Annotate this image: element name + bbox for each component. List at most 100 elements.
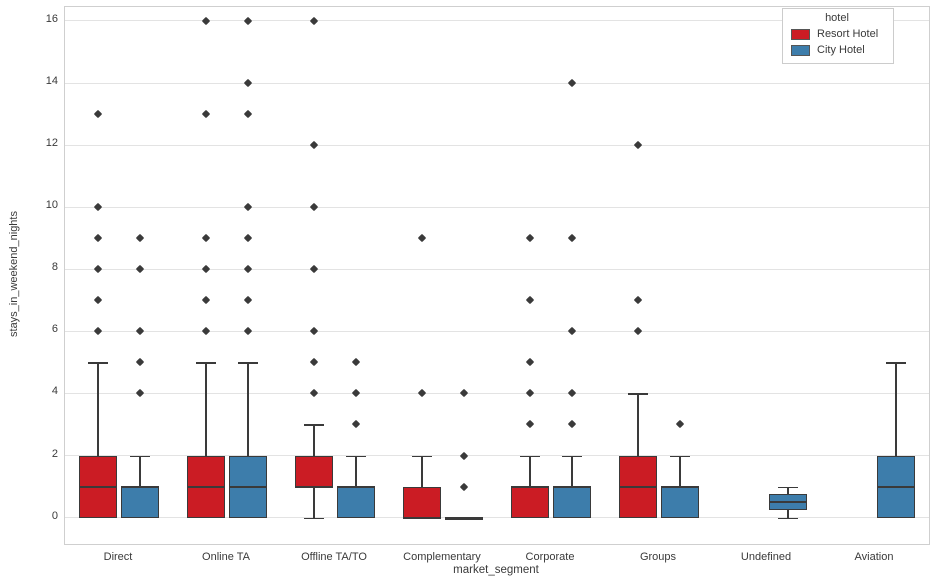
outlier-city-hotel-direct-4	[135, 389, 145, 398]
outlier-city-hotel-online-ta-16	[243, 16, 253, 26]
whisker-upper-city-hotel-aviation	[895, 362, 897, 456]
box-resort-hotel-corporate	[511, 486, 549, 518]
outlier-resort-hotel-offline-ta-to-12	[309, 140, 319, 150]
outlier-resort-hotel-offline-ta-to-16	[309, 16, 319, 26]
whisker-upper-city-hotel-corporate	[571, 455, 573, 487]
legend: hotel Resort Hotel City Hotel	[782, 8, 894, 64]
outlier-resort-hotel-groups-6	[633, 327, 643, 336]
median-city-hotel-direct	[121, 485, 159, 488]
outlier-resort-hotel-online-ta-7	[201, 296, 211, 305]
outlier-city-hotel-complementary-1	[459, 482, 469, 491]
whisker-cap-upper-resort-hotel-groups	[628, 393, 648, 395]
y-tick-label: 6	[51, 323, 58, 336]
whisker-upper-resort-hotel-direct	[97, 362, 99, 456]
x-tick-label: Online TA	[202, 551, 250, 563]
outlier-resort-hotel-online-ta-6	[201, 327, 211, 336]
median-city-hotel-groups	[661, 485, 699, 488]
outlier-resort-hotel-offline-ta-to-8	[309, 265, 319, 274]
y-axis-title: stays_in_weekend_nights	[8, 211, 20, 337]
outlier-city-hotel-online-ta-8	[243, 265, 253, 274]
outlier-resort-hotel-online-ta-9	[201, 234, 211, 243]
outlier-city-hotel-corporate-14	[567, 78, 577, 88]
gridline-y-0	[65, 517, 929, 519]
y-tick-label: 0	[51, 509, 58, 522]
whisker-cap-upper-city-hotel-undefined	[778, 486, 798, 488]
whisker-cap-upper-resort-hotel-corporate	[520, 455, 540, 457]
whisker-upper-city-hotel-undefined	[787, 486, 789, 495]
median-city-hotel-online-ta	[229, 485, 267, 488]
outlier-resort-hotel-offline-ta-to-6	[309, 327, 319, 336]
box-city-hotel-corporate	[553, 486, 591, 518]
legend-entry-city-hotel: City Hotel	[791, 44, 883, 56]
outlier-resort-hotel-offline-ta-to-5	[309, 358, 319, 367]
outlier-city-hotel-direct-8	[135, 265, 145, 274]
legend-swatch-resort-hotel	[791, 28, 810, 40]
whisker-cap-upper-resort-hotel-online-ta	[196, 362, 216, 364]
gridline-y-2	[65, 455, 929, 457]
outlier-city-hotel-corporate-3	[567, 420, 577, 429]
outlier-resort-hotel-groups-12	[633, 140, 643, 150]
median-city-hotel-undefined	[769, 501, 807, 504]
x-tick-label: Aviation	[854, 551, 894, 563]
whisker-cap-upper-resort-hotel-direct	[88, 362, 108, 364]
outlier-city-hotel-direct-9	[135, 234, 145, 243]
outlier-city-hotel-online-ta-9	[243, 234, 253, 243]
outlier-resort-hotel-corporate-7	[525, 296, 535, 305]
median-city-hotel-aviation	[877, 485, 915, 488]
whisker-upper-resort-hotel-corporate	[529, 455, 531, 487]
median-resort-hotel-corporate	[511, 485, 549, 488]
outlier-resort-hotel-complementary-4	[417, 389, 427, 398]
y-tick-label: 8	[51, 261, 58, 274]
gridline-y-12	[65, 144, 929, 146]
outlier-city-hotel-corporate-9	[567, 234, 577, 243]
whisker-upper-city-hotel-direct	[139, 455, 141, 487]
legend-title: hotel	[825, 12, 849, 24]
box-city-hotel-offline-ta-to	[337, 486, 375, 518]
outlier-city-hotel-online-ta-10	[243, 202, 253, 212]
outlier-resort-hotel-online-ta-16	[201, 16, 211, 26]
x-tick-label: Groups	[639, 551, 677, 563]
box-resort-hotel-offline-ta-to	[295, 455, 333, 487]
legend-label-resort-hotel: Resort Hotel	[817, 28, 879, 40]
outlier-city-hotel-online-ta-6	[243, 327, 253, 336]
outlier-resort-hotel-direct-8	[93, 265, 103, 274]
median-city-hotel-corporate	[553, 485, 591, 488]
y-tick-label: 2	[51, 447, 58, 460]
outlier-city-hotel-corporate-4	[567, 389, 577, 398]
legend-entry-resort-hotel: Resort Hotel	[791, 28, 883, 40]
gridline-y-14	[65, 82, 929, 84]
median-resort-hotel-online-ta	[187, 485, 225, 488]
outlier-city-hotel-online-ta-14	[243, 78, 253, 88]
legend-label-city-hotel: City Hotel	[817, 44, 865, 56]
outlier-city-hotel-direct-6	[135, 327, 145, 336]
outlier-resort-hotel-online-ta-13	[201, 109, 211, 119]
x-tick-label: Offline TA/TO	[301, 551, 367, 563]
whisker-cap-upper-resort-hotel-offline-ta-to	[304, 424, 324, 426]
x-axis-title: market_segment	[453, 564, 539, 576]
gridline-y-4	[65, 392, 929, 394]
outlier-city-hotel-offline-ta-to-3	[351, 420, 361, 429]
outlier-resort-hotel-corporate-3	[525, 420, 535, 429]
whisker-cap-upper-city-hotel-aviation	[886, 362, 906, 364]
outlier-city-hotel-complementary-2	[459, 451, 469, 460]
whisker-upper-resort-hotel-complementary	[421, 455, 423, 487]
outlier-resort-hotel-corporate-4	[525, 389, 535, 398]
whisker-upper-resort-hotel-online-ta	[205, 362, 207, 456]
median-city-hotel-offline-ta-to	[337, 485, 375, 488]
median-resort-hotel-direct	[79, 485, 117, 488]
outlier-resort-hotel-offline-ta-to-4	[309, 389, 319, 398]
y-tick-label: 4	[51, 385, 58, 398]
x-tick-label: Undefined	[740, 551, 792, 563]
gridline-y-10	[65, 206, 929, 208]
x-tick-label: Complementary	[403, 551, 481, 563]
outlier-city-hotel-groups-3	[675, 420, 685, 429]
y-tick-label: 12	[45, 137, 58, 150]
outlier-city-hotel-direct-5	[135, 358, 145, 367]
outlier-resort-hotel-complementary-9	[417, 234, 427, 243]
whisker-lower-city-hotel-undefined	[787, 509, 789, 518]
outlier-resort-hotel-direct-13	[93, 109, 103, 119]
whisker-cap-upper-city-hotel-offline-ta-to	[346, 455, 366, 457]
outlier-city-hotel-online-ta-13	[243, 109, 253, 119]
gridline-y-8	[65, 268, 929, 270]
